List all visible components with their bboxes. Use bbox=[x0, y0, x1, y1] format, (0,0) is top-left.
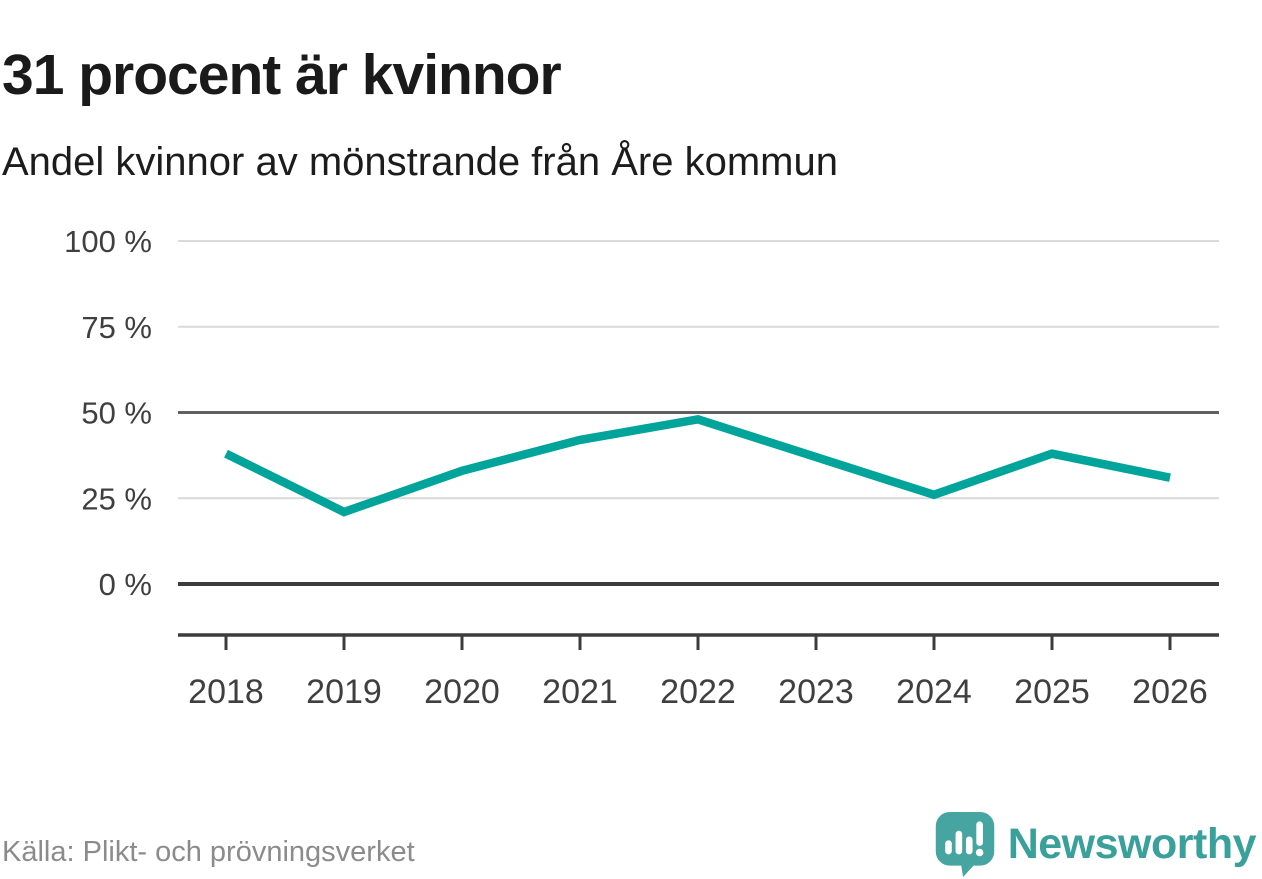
source-note: Källa: Plikt- och prövningsverket bbox=[2, 836, 415, 868]
x-axis-label: 2018 bbox=[188, 673, 264, 711]
line-chart: 0 % 25 % 50 % 75 % 100 % 2018 2019 2020 2021 2022… bbox=[64, 224, 1219, 711]
x-axis-label: 2025 bbox=[1014, 673, 1090, 711]
x-axis-label: 2020 bbox=[424, 673, 500, 711]
y-axis-label: 0 % bbox=[99, 567, 152, 602]
y-axis-label: 25 % bbox=[81, 481, 152, 516]
page-title: 31 procent är kvinnor bbox=[2, 43, 562, 108]
x-axis-label: 2021 bbox=[542, 673, 618, 711]
y-axis-label: 75 % bbox=[81, 310, 152, 345]
x-axis-label: 2023 bbox=[778, 673, 854, 711]
x-axis-label: 2019 bbox=[306, 673, 382, 711]
x-axis-label: 2022 bbox=[660, 673, 736, 711]
x-axis-label: 2026 bbox=[1132, 673, 1208, 711]
newsworthy-logo-icon bbox=[935, 811, 994, 877]
y-axis-label: 50 % bbox=[81, 396, 152, 431]
y-axis-label: 100 % bbox=[64, 224, 152, 259]
data-line bbox=[224, 414, 1171, 517]
chart-subtitle: Andel kvinnor av mönstrande från Åre kom… bbox=[2, 140, 838, 184]
brand-name: Newsworthy bbox=[1007, 819, 1257, 868]
x-axis-label: 2024 bbox=[896, 673, 972, 711]
brand-logo: Newsworthy bbox=[934, 810, 1257, 878]
